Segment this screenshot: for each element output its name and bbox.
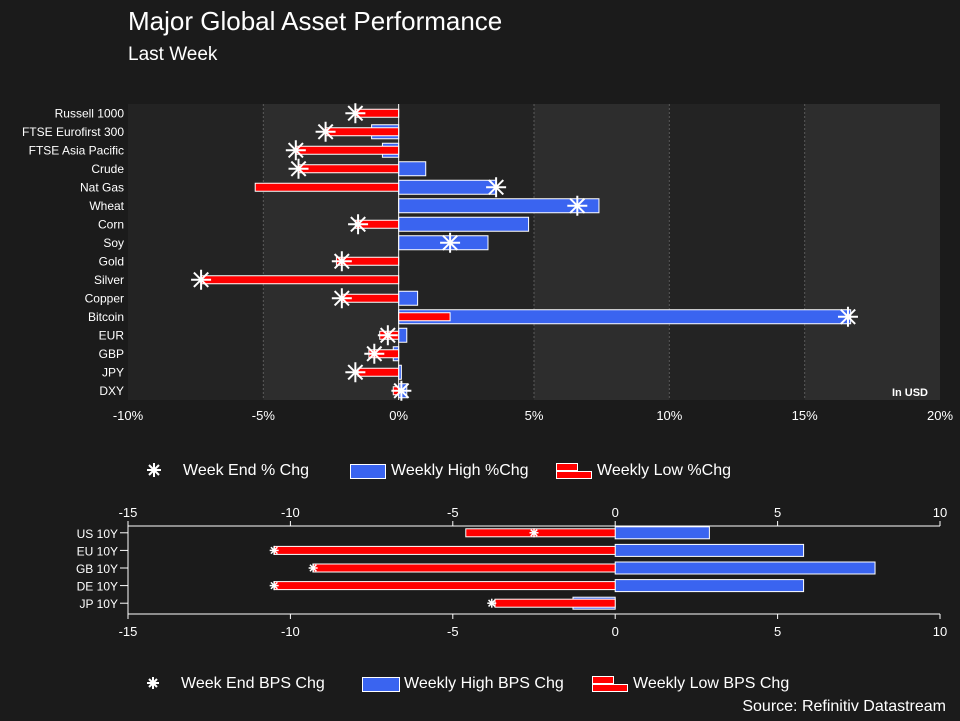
- source-note: Source: Refinitiv Datastream: [742, 698, 946, 715]
- week-end-marker: [345, 103, 366, 124]
- category-label: DE 10Y: [77, 580, 118, 594]
- high-bar: [614, 561, 876, 575]
- category-label: FTSE Asia Pacific: [29, 143, 124, 157]
- red-swatch-icon: [556, 463, 578, 471]
- week-end-marker: [487, 598, 497, 608]
- low-bar: [465, 528, 616, 538]
- x-tick-label-top: -10: [281, 505, 300, 520]
- category-label: Russell 1000: [55, 106, 125, 120]
- category-label: Crude: [91, 162, 124, 176]
- red-swatch-icon: [592, 684, 628, 692]
- category-label: EU 10Y: [77, 544, 118, 558]
- x-tick-label-bottom: -15: [119, 624, 138, 639]
- category-label: Wheat: [89, 199, 124, 213]
- x-tick-label-top: -5: [447, 505, 459, 520]
- category-label: Copper: [85, 291, 124, 305]
- week-end-marker: [837, 306, 858, 327]
- x-tick-label-bottom: 5: [774, 624, 781, 639]
- week-end-marker: [345, 362, 366, 383]
- x-tick-label: 10%: [656, 408, 682, 423]
- week-end-marker: [486, 177, 507, 198]
- plot-band: [804, 104, 940, 400]
- blue-swatch-icon: [350, 464, 386, 479]
- x-tick-label-bottom: -10: [281, 624, 300, 639]
- category-label: FTSE Eurofirst 300: [22, 125, 124, 139]
- low-bar: [494, 598, 616, 608]
- category-label: Soy: [103, 236, 124, 250]
- star-marker-icon: [146, 676, 160, 695]
- week-end-marker: [315, 121, 336, 142]
- week-end-marker: [288, 158, 309, 179]
- x-tick-label: -10%: [113, 408, 144, 423]
- category-label: GBP: [99, 347, 124, 361]
- high-bar: [614, 579, 805, 593]
- blue-swatch-icon: [362, 677, 400, 692]
- plot-band: [669, 104, 805, 400]
- x-tick-label: 5%: [525, 408, 544, 423]
- week-end-marker: [191, 269, 212, 290]
- category-label: JPY: [102, 365, 124, 379]
- category-label: GB 10Y: [76, 562, 118, 576]
- plot-band: [534, 104, 670, 400]
- legend-low-bps-label: Weekly Low BPS Chg: [633, 675, 790, 692]
- category-label: Corn: [98, 217, 124, 231]
- week-end-marker: [269, 581, 279, 591]
- week-end-marker: [348, 214, 369, 235]
- currency-note: In USD: [892, 387, 928, 399]
- x-tick-label: 0%: [389, 408, 408, 423]
- category-label: US 10Y: [77, 527, 118, 541]
- legend-week-end-label: Week End % Chg: [183, 462, 309, 479]
- legend-high-bps-label: Weekly High BPS Chg: [404, 675, 564, 692]
- low-bar: [312, 563, 616, 573]
- x-tick-label-top: 0: [612, 505, 619, 520]
- x-tick-label-bottom: -5: [447, 624, 459, 639]
- x-tick-label: 20%: [927, 408, 953, 423]
- week-end-marker: [331, 251, 352, 272]
- week-end-marker: [269, 545, 279, 555]
- week-end-marker: [364, 343, 385, 364]
- category-label: EUR: [99, 328, 125, 342]
- category-label: JP 10Y: [80, 597, 118, 611]
- category-label: Bitcoin: [88, 310, 124, 324]
- chart-subtitle: Last Week: [128, 44, 218, 65]
- x-tick-label-top: -15: [119, 505, 138, 520]
- x-tick-label-bottom: 0: [612, 624, 619, 639]
- week-end-marker: [529, 528, 539, 538]
- week-end-marker: [377, 325, 398, 346]
- legend-high-label: Weekly High %Chg: [391, 462, 529, 479]
- legend-bonds: Week End BPS Chg Weekly High BPS Chg Wee…: [0, 675, 960, 699]
- category-label: Silver: [94, 273, 124, 287]
- week-end-marker: [285, 140, 306, 161]
- legend-week-end-bps-label: Week End BPS Chg: [181, 675, 325, 692]
- x-tick-label-bottom: 10: [933, 624, 947, 639]
- plot-band: [398, 104, 534, 400]
- legend-assets: Week End % Chg Weekly High %Chg Weekly L…: [0, 462, 960, 486]
- red-swatch-icon: [592, 676, 614, 684]
- week-end-marker: [440, 232, 461, 253]
- category-label: Nat Gas: [80, 180, 124, 194]
- x-tick-label: -5%: [252, 408, 276, 423]
- x-tick-label-top: 5: [774, 505, 781, 520]
- red-swatch-icon: [556, 471, 592, 479]
- x-tick-label-top: 10: [933, 505, 947, 520]
- chart-title: Major Global Asset Performance: [128, 6, 503, 36]
- low-bar: [273, 581, 616, 591]
- plot-band: [128, 104, 264, 400]
- week-end-marker: [567, 195, 588, 216]
- legend-low-label: Weekly Low %Chg: [597, 462, 731, 479]
- category-label: Gold: [99, 254, 124, 268]
- week-end-marker: [331, 288, 352, 309]
- high-bar: [614, 526, 710, 540]
- x-tick-label: 15%: [792, 408, 818, 423]
- week-end-marker: [391, 380, 412, 401]
- asset-performance-chart: -10% -5% 0% 5% 10% 15% 20% Russell 1000 FTSE Eur…: [22, 103, 953, 423]
- star-marker-icon: [146, 462, 162, 483]
- week-end-marker: [308, 563, 318, 573]
- low-bar: [273, 545, 616, 555]
- high-bar: [614, 543, 805, 557]
- category-label: DXY: [99, 384, 124, 398]
